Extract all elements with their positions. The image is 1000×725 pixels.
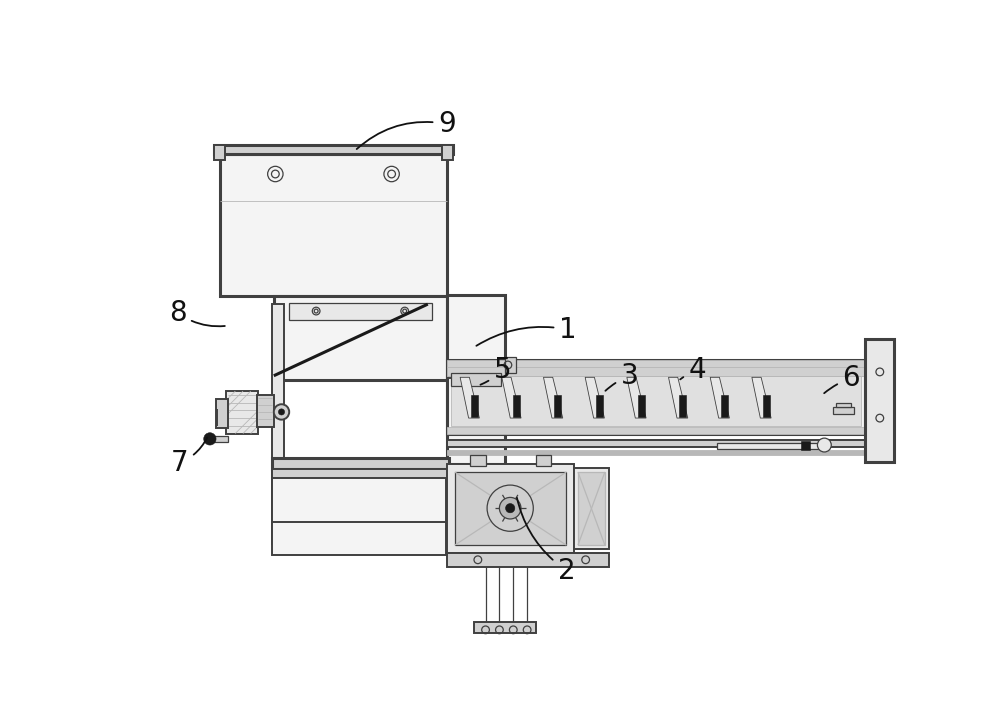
Bar [536, 455, 551, 466]
Bar [513, 395, 520, 417]
Bar [272, 304, 284, 464]
Bar [717, 443, 828, 449]
Bar [226, 392, 258, 434]
Bar [451, 374, 861, 426]
Polygon shape [460, 377, 479, 418]
Bar [638, 395, 645, 417]
Bar [596, 395, 603, 417]
Text: 8: 8 [169, 299, 225, 326]
Text: 7: 7 [171, 438, 207, 477]
Polygon shape [669, 377, 688, 418]
Text: 4: 4 [680, 357, 706, 384]
Bar [214, 145, 453, 154]
Bar [447, 367, 865, 376]
Bar [451, 373, 501, 386]
Circle shape [278, 409, 285, 415]
Bar [272, 458, 449, 469]
Bar [447, 360, 865, 434]
Bar [679, 395, 686, 417]
Bar [447, 439, 892, 447]
Bar [470, 455, 486, 466]
Bar [447, 427, 865, 434]
Polygon shape [710, 377, 729, 418]
Circle shape [274, 405, 289, 420]
Bar [801, 442, 810, 450]
Bar [455, 472, 566, 545]
Bar [447, 295, 505, 464]
Text: 9: 9 [357, 110, 456, 149]
Bar [763, 395, 770, 417]
Bar [274, 297, 447, 380]
Bar [474, 622, 536, 633]
Bar [272, 478, 407, 544]
Circle shape [506, 504, 515, 513]
Bar [505, 357, 516, 373]
Circle shape [487, 485, 533, 531]
Bar [554, 395, 561, 417]
Bar [214, 436, 228, 442]
Circle shape [499, 497, 521, 519]
Bar [447, 553, 609, 567]
Circle shape [204, 433, 216, 445]
Bar [836, 402, 851, 407]
Text: 6: 6 [824, 364, 860, 393]
Bar [578, 472, 605, 545]
Bar [447, 464, 574, 553]
Bar [574, 468, 609, 549]
Polygon shape [585, 377, 604, 418]
Bar [442, 145, 453, 160]
Polygon shape [627, 377, 646, 418]
Polygon shape [543, 377, 563, 418]
Circle shape [817, 438, 831, 452]
Bar [220, 154, 447, 297]
Bar [865, 339, 894, 462]
Bar [721, 395, 728, 417]
Bar [272, 464, 446, 555]
Text: 2: 2 [517, 498, 575, 584]
Bar [272, 469, 449, 478]
Bar [289, 302, 432, 320]
Text: 1: 1 [476, 315, 577, 346]
Bar [257, 395, 274, 427]
Bar [214, 145, 225, 160]
Bar [471, 395, 478, 417]
Text: 3: 3 [605, 362, 638, 391]
Bar [447, 360, 865, 367]
Bar [216, 399, 228, 428]
Bar [833, 407, 854, 414]
Bar [447, 450, 892, 455]
Text: 5: 5 [480, 357, 511, 385]
Polygon shape [502, 377, 521, 418]
Polygon shape [752, 377, 771, 418]
